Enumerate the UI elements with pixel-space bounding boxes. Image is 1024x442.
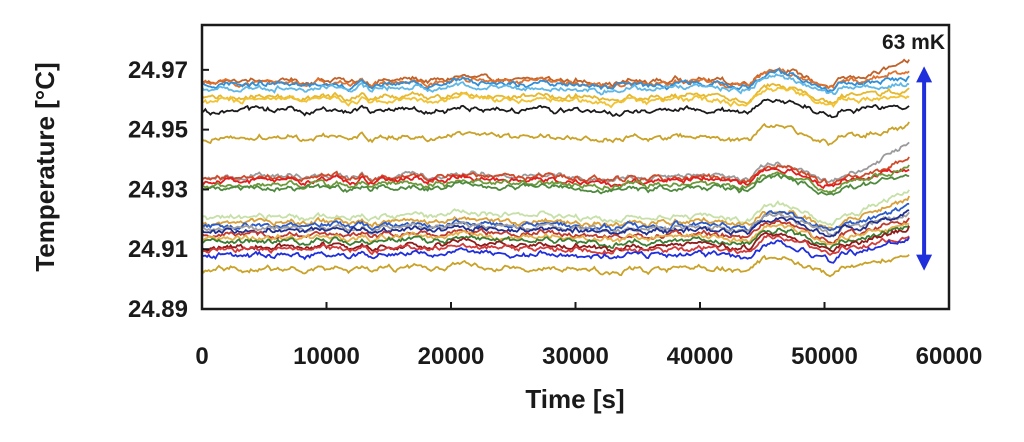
series-line (201, 167, 910, 190)
series-line (201, 164, 910, 194)
series-line (201, 209, 910, 238)
range-annotation: 63 mK (882, 31, 945, 271)
x-tick-label: 50000 (791, 343, 858, 370)
series-line (201, 222, 910, 246)
series-line (201, 156, 910, 187)
x-tick-label: 40000 (667, 343, 734, 370)
x-tick-label: 20000 (418, 343, 485, 370)
series-line (201, 173, 910, 196)
x-tick-label: 30000 (542, 343, 609, 370)
series-line (201, 202, 910, 232)
series-layer (201, 58, 910, 278)
series-line (201, 121, 910, 147)
x-tick-label: 0 (195, 343, 208, 370)
series-line (201, 254, 910, 278)
tick-layer: 0 10000 20000 30000 40000 50000 60000 24.89 24.9… (128, 57, 982, 370)
y-tick-label: 24.97 (128, 57, 188, 84)
series-line (201, 68, 910, 94)
y-axis-title: Temperature [°C] (30, 62, 60, 271)
range-label: 63 mK (882, 31, 945, 54)
series-line (201, 225, 910, 253)
y-tick-label: 24.95 (128, 117, 188, 144)
series-line (201, 224, 910, 250)
series-line (201, 189, 910, 227)
y-tick-label: 24.93 (128, 176, 188, 203)
series-line (201, 236, 910, 264)
x-tick-label: 10000 (293, 343, 360, 370)
series-line (201, 68, 910, 90)
y-tick-label: 24.89 (128, 296, 188, 323)
x-tick-label: 60000 (916, 343, 983, 370)
plot-frame (200, 23, 951, 311)
series-line (201, 234, 910, 257)
x-axis-title: Time [s] (525, 384, 624, 414)
series-line (201, 73, 910, 96)
series-line (201, 217, 910, 246)
series-line (201, 98, 910, 119)
series-line (201, 86, 910, 109)
y-tick-label: 24.91 (128, 236, 188, 263)
